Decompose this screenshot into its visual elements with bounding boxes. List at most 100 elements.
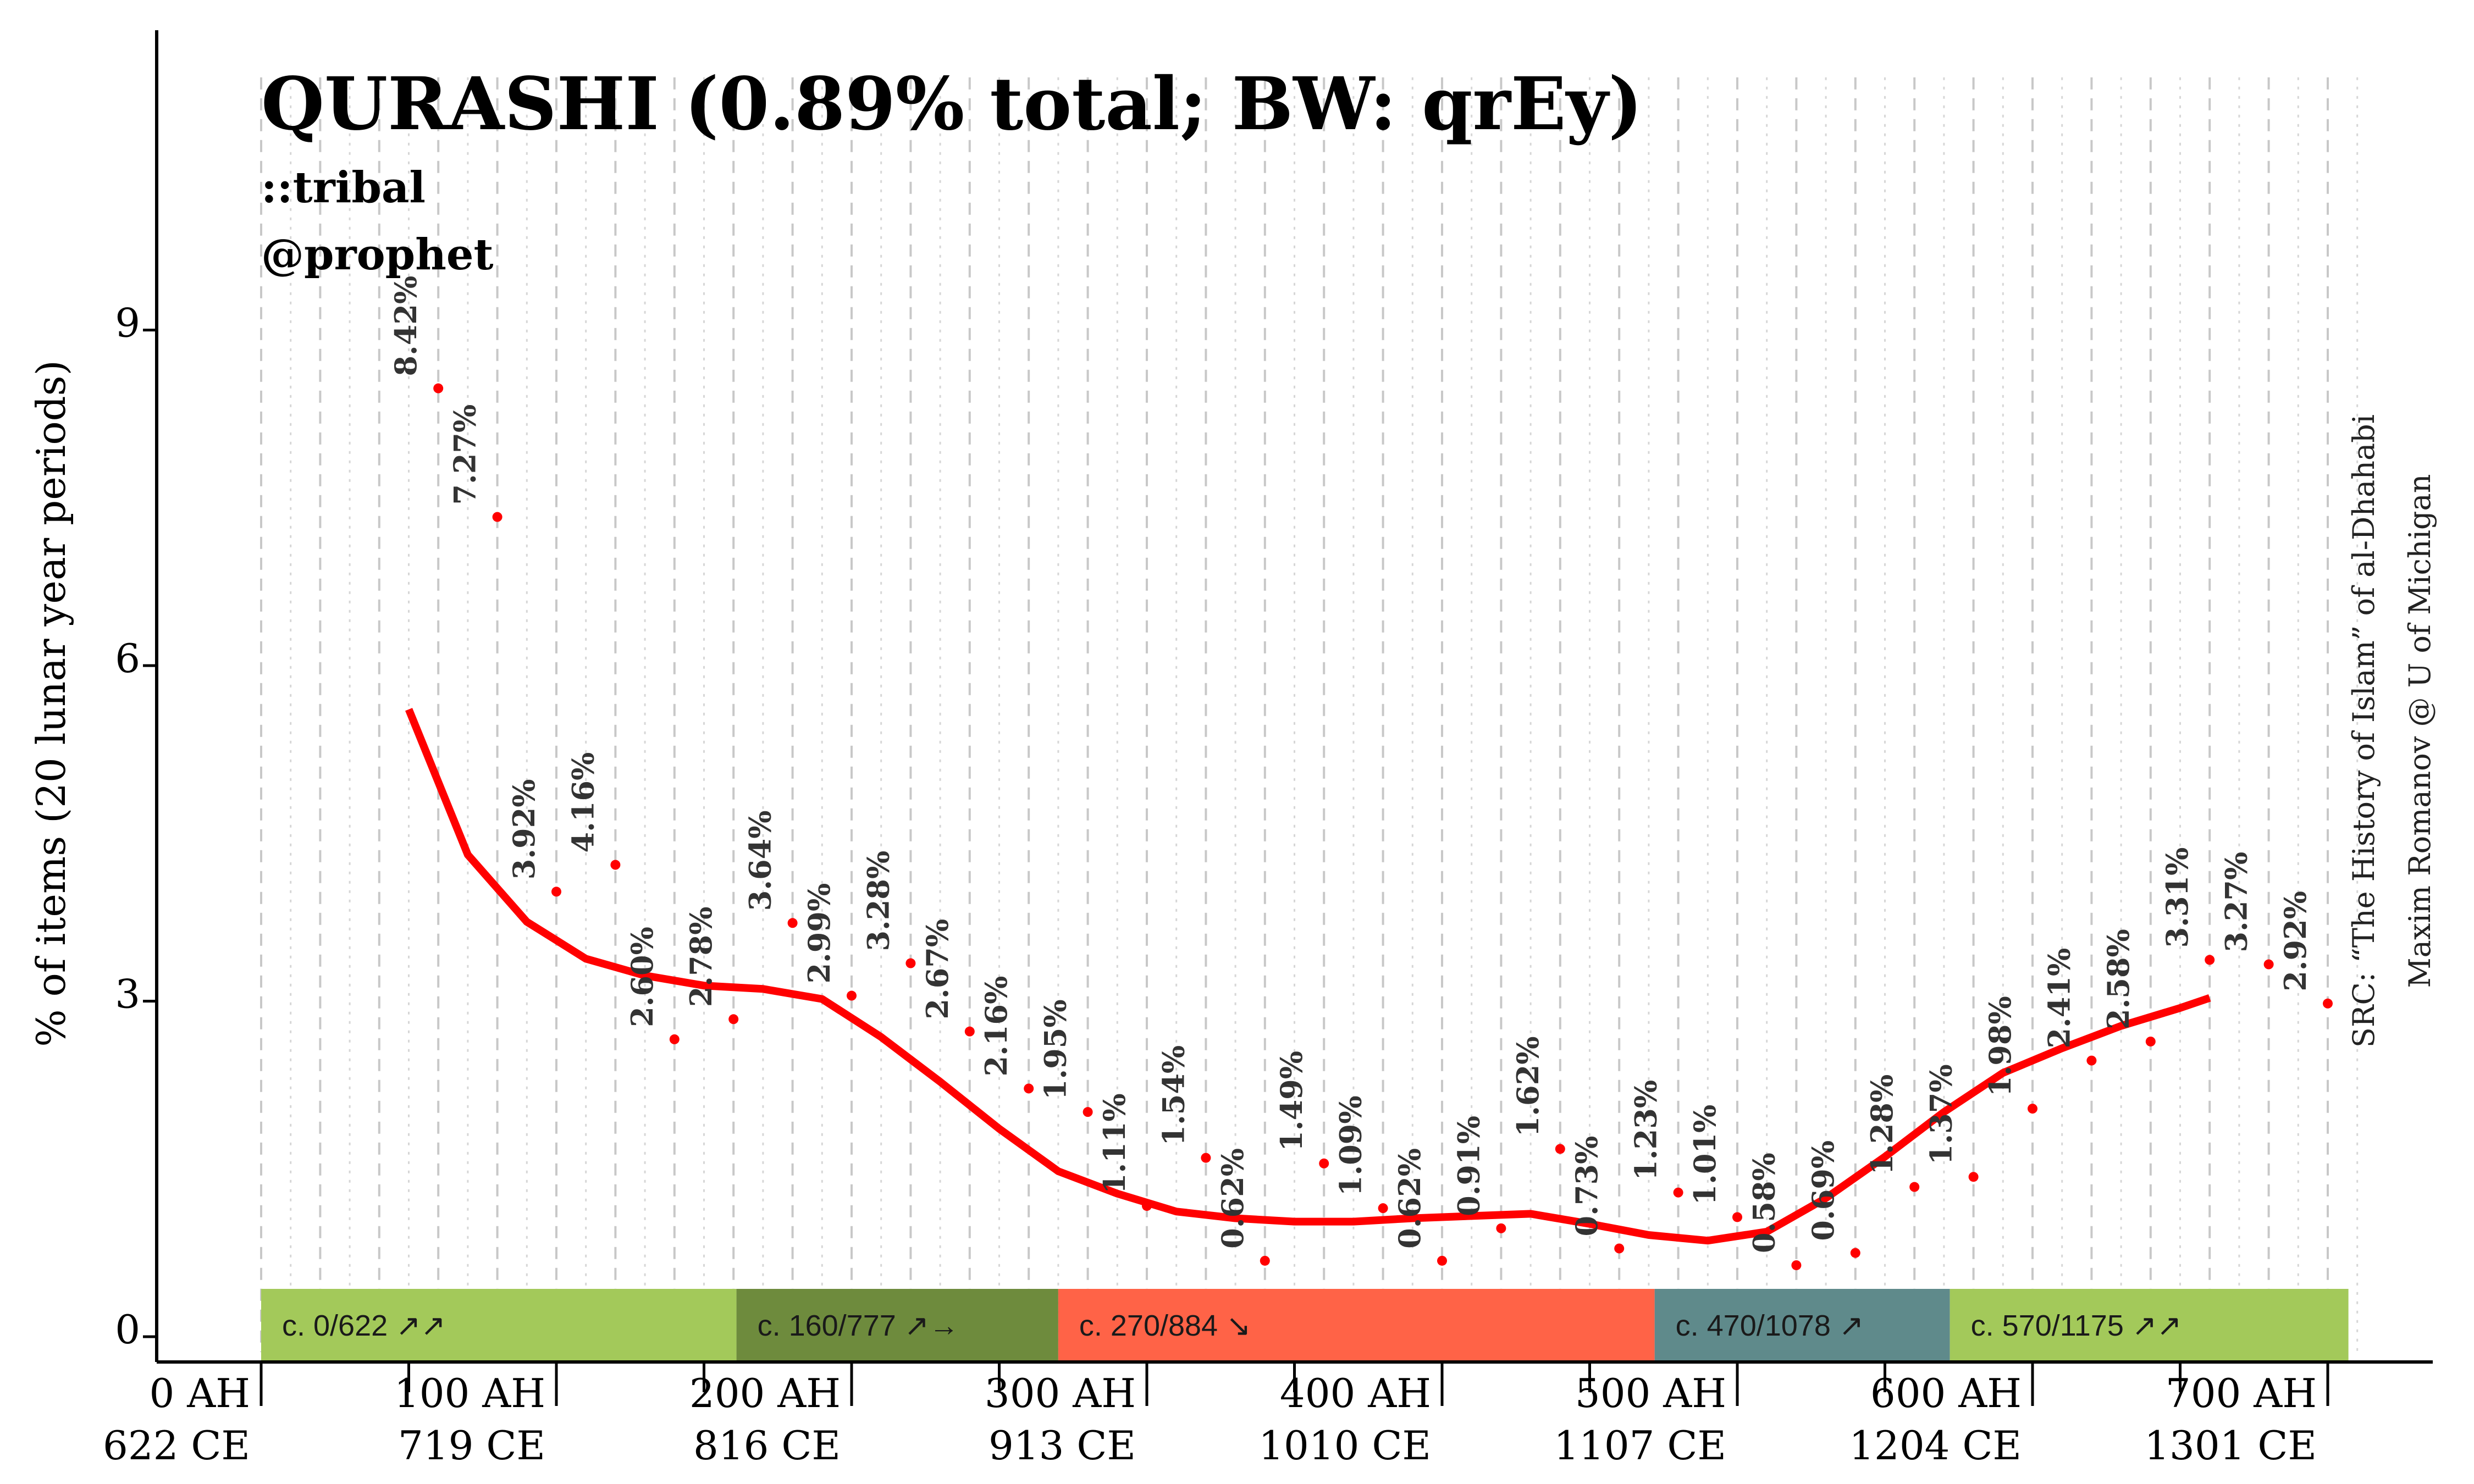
data-label: 0.91% xyxy=(1451,1116,1486,1216)
data-label: 3.92% xyxy=(506,779,542,879)
data-label: 1.09% xyxy=(1333,1095,1368,1196)
data-point xyxy=(1496,1223,1506,1233)
x-tick-label-ce: 1301 CE xyxy=(2144,1422,2317,1469)
smoothed-trend-line xyxy=(405,707,2211,1245)
data-point xyxy=(492,512,502,522)
x-tick-label-ah: 300 AH xyxy=(985,1370,1136,1416)
data-point xyxy=(551,887,561,897)
series xyxy=(405,707,2211,1245)
subtitle-line-1: ::tribal xyxy=(261,163,426,213)
data-label: 2.99% xyxy=(802,883,837,984)
data-point xyxy=(1909,1182,1920,1192)
data-point xyxy=(2263,959,2274,970)
data-label: 1.28% xyxy=(1864,1075,1899,1175)
data-label: 1.11% xyxy=(1097,1093,1132,1194)
x-tick-label-ce: 913 CE xyxy=(989,1422,1136,1469)
data-point xyxy=(2205,955,2215,965)
x-tick-label-ah: 500 AH xyxy=(1575,1370,1726,1416)
data-point xyxy=(1968,1172,1979,1182)
period-label-3: c. 470/1078 ↗ xyxy=(1676,1309,1864,1342)
data-point xyxy=(610,860,621,870)
data-point xyxy=(2145,1036,2156,1046)
data-label: 0.73% xyxy=(1569,1136,1604,1237)
data-point xyxy=(1260,1255,1270,1266)
data-label: 1.95% xyxy=(1038,999,1073,1100)
x-ticks: 0 AH 622 CE 100 AH 719 CE 200 AH 816 CE 300 AH… xyxy=(103,1362,2329,1469)
data-label: 3.31% xyxy=(2160,848,2195,948)
data-label: 2.16% xyxy=(979,976,1014,1077)
data-point xyxy=(433,383,444,394)
data-point xyxy=(669,1034,680,1044)
data-label: 0.62% xyxy=(1215,1148,1250,1249)
x-tick-label-ah: 600 AH xyxy=(1870,1370,2022,1416)
data-label: 1.23% xyxy=(1628,1080,1664,1181)
data-point xyxy=(1673,1187,1683,1198)
data-label: 0.69% xyxy=(1805,1140,1841,1241)
data-point xyxy=(964,1026,975,1037)
period-label-2: c. 270/884 ↘ xyxy=(1079,1309,1251,1342)
data-point xyxy=(1083,1107,1093,1117)
data-point xyxy=(1437,1255,1447,1266)
y-axis-title: % of items (20 lunar year periods) xyxy=(28,360,74,1047)
chart-title: QURASHI (0.89% total; BW: qrEy) xyxy=(261,62,1643,147)
subtitle-line-2: @prophet xyxy=(261,230,494,280)
data-point xyxy=(787,918,798,928)
data-label: 7.27% xyxy=(448,405,483,505)
data-point xyxy=(1850,1248,1860,1258)
data-label: 3.27% xyxy=(2219,852,2254,953)
x-tick-label-ce: 1204 CE xyxy=(1849,1422,2022,1469)
data-label: 0.58% xyxy=(1746,1153,1781,1253)
data-point xyxy=(1378,1203,1388,1214)
period-band-1 xyxy=(736,1289,1058,1360)
data-label: 8.42% xyxy=(388,276,423,376)
data-point xyxy=(1791,1260,1802,1270)
data-label: 2.78% xyxy=(683,906,719,1007)
data-label: 2.41% xyxy=(2041,948,2077,1049)
period-band-3 xyxy=(1654,1289,1950,1360)
y-tick-label: 0 xyxy=(115,1306,140,1353)
data-point xyxy=(1555,1144,1565,1154)
data-label: 1.62% xyxy=(1510,1036,1545,1137)
y-tick-label: 6 xyxy=(115,635,140,682)
x-tick-label-ce: 1010 CE xyxy=(1258,1422,1431,1469)
data-point xyxy=(1732,1212,1742,1222)
data-label: 3.28% xyxy=(860,851,896,951)
y-tick-label: 9 xyxy=(115,300,140,346)
data-label: 4.16% xyxy=(565,752,600,853)
data-point xyxy=(1201,1153,1211,1163)
data-point xyxy=(1614,1243,1625,1254)
data-point xyxy=(2323,998,2333,1009)
data-label: 2.58% xyxy=(2101,929,2136,1029)
x-tick-label-ah: 0 AH xyxy=(150,1370,250,1416)
x-tick-label-ah: 400 AH xyxy=(1280,1370,1431,1416)
data-point xyxy=(2086,1055,2097,1066)
period-label-0: c. 0/622 ↗↗ xyxy=(282,1309,446,1342)
data-label: 1.54% xyxy=(1156,1045,1191,1146)
data-point xyxy=(2028,1104,2037,1114)
period-bands: c. 0/622 ↗↗ c. 160/777 ↗→ c. 270/884 ↘ c. 4… xyxy=(261,1289,2349,1360)
period-band-0 xyxy=(261,1289,737,1360)
data-label: 1.37% xyxy=(1924,1064,1959,1165)
data-label: 1.98% xyxy=(1982,996,2018,1097)
data-label: 2.60% xyxy=(625,927,660,1027)
data-label: 3.64% xyxy=(743,810,778,911)
data-points: 8.42% 7.27% 3.92% 4.16% 2.60% 2.78% 3.64% 2.99%… xyxy=(388,276,2333,1270)
period-band-2 xyxy=(1058,1289,1655,1360)
data-point xyxy=(905,958,916,968)
data-label: 2.92% xyxy=(2278,891,2313,992)
grid-lines xyxy=(260,77,2359,1352)
period-label-1: c. 160/777 ↗→ xyxy=(758,1309,959,1342)
data-point xyxy=(1024,1083,1034,1094)
x-tick-label-ah: 100 AH xyxy=(394,1370,545,1416)
data-label: 2.67% xyxy=(920,919,955,1020)
y-ticks: 0 3 6 9 xyxy=(115,300,157,1353)
x-tick-label-ce: 719 CE xyxy=(398,1422,545,1469)
data-label: 1.01% xyxy=(1687,1105,1722,1205)
x-tick-label-ah: 200 AH xyxy=(689,1370,841,1416)
period-band-4 xyxy=(1950,1289,2349,1360)
x-tick-label-ce: 622 CE xyxy=(103,1422,250,1469)
y-tick-label: 3 xyxy=(115,971,140,1017)
data-point xyxy=(1319,1158,1329,1169)
data-point xyxy=(1142,1201,1152,1211)
